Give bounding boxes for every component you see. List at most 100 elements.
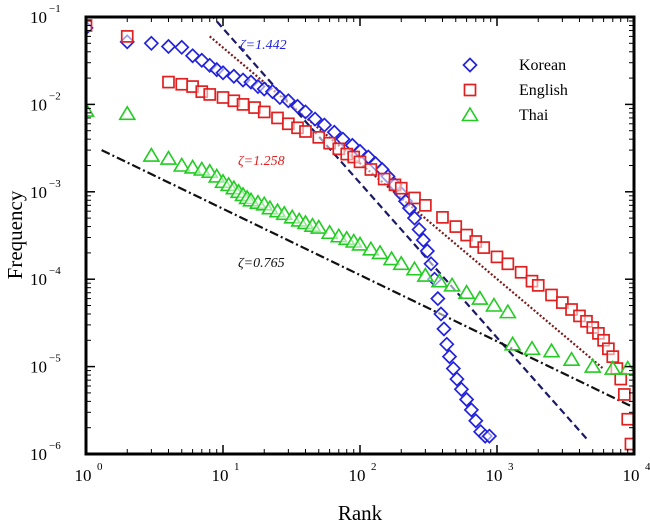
data-point-english [565,303,578,316]
legend-label-korean: Korean [519,57,566,74]
data-point-thai [498,303,517,319]
legend-marker-korean [462,57,478,73]
data-point-korean [307,111,323,127]
data-point-korean [401,200,418,216]
data-point-thai [443,276,461,292]
data-point-thai [416,267,435,282]
data-point-thai [405,260,424,276]
data-point-thai [503,335,522,351]
data-point-english [436,211,449,224]
data-point-english [120,30,134,43]
y-tick-label: 10 [30,183,47,202]
data-point-thai [430,272,449,288]
data-point-thai [583,358,602,373]
data-point-english [477,241,491,254]
data-point-english [394,181,408,195]
data-point-english [621,412,634,426]
legend-marker-english [463,83,477,97]
x-tick-label: 10 [75,466,92,485]
data-point-korean [160,38,177,55]
data-point-korean [436,321,452,337]
data-point-english [490,250,504,264]
data-point-thai [351,235,369,251]
data-point-korean [411,221,427,238]
data-point-english [514,265,528,279]
data-point-thai [523,340,541,356]
x-tick-exponent: 2 [371,461,377,473]
fit-line-annotations: ζ=1.442 ζ=1.258 ζ=0.765 [238,38,287,271]
x-tick-label: 10 [486,466,503,485]
data-point-thai [562,351,581,366]
data-point-english [364,163,378,176]
data-point-english [162,75,175,89]
data-point-english [556,296,569,309]
data-point-thai [392,255,411,271]
x-tick-label: 10 [349,466,366,485]
data-point-english [271,111,284,125]
data-point-thai [542,342,561,358]
data-point-korean [468,413,484,429]
data-point-thai [320,224,339,240]
data-point-korean [280,93,297,109]
data-point-english [545,288,558,302]
x-tick-exponent: 3 [508,461,514,473]
y-tick-label: 10 [30,95,47,114]
data-point-korean [419,243,436,259]
data-point-thai [470,290,489,305]
data-point-thai [603,359,622,375]
data-point-korean [174,39,190,56]
y-tick-exponent: −6 [49,440,61,452]
data-point-korean [430,290,446,307]
data-point-thai [172,156,191,172]
legend: Korean English Thai [461,57,568,124]
data-point-korean [143,35,160,52]
data-point-english [408,191,421,205]
y-tick-label: 10 [30,358,47,377]
data-point-english [299,125,312,138]
data-point-english [312,130,326,144]
data-point-thai [142,146,161,162]
data-point-korean [433,306,449,322]
data-point-korean [243,74,259,90]
x-axis-label: Rank [338,501,383,525]
series-thai [86,102,634,375]
data-point-english [460,228,473,242]
series-korean [86,20,498,444]
data-point-thai [118,105,137,121]
y-tick-exponent: −2 [49,90,61,102]
data-point-korean [449,371,465,387]
data-point-thai [183,158,202,174]
data-point-english [236,98,250,111]
data-point-english [449,220,463,233]
data-point-thai [371,244,389,260]
y-tick-exponent: −3 [49,178,61,190]
x-tick-label: 10 [212,466,229,485]
data-point-english [614,372,628,386]
data-point-english [353,155,367,169]
data-point-thai [382,250,401,266]
data-point-english [203,88,217,101]
data-point-english [377,172,391,186]
data-point-thai [159,150,178,165]
x-tick-label: 10 [623,466,640,485]
data-point-thai [309,218,328,234]
plot-marks [86,17,634,451]
y-tick-exponent: −4 [49,265,61,277]
data-point-korean [453,381,470,397]
legend-label-thai: Thai [519,107,549,124]
y-tick-label: 10 [30,270,47,289]
legend-marker-thai [461,106,479,122]
data-point-english [617,388,631,401]
fit-label-thai: ζ=0.765 [238,256,285,271]
y-axis-ticks: 10−610−510−410−310−210−1 [30,3,634,464]
data-point-english [624,437,634,451]
y-tick-exponent: −5 [49,353,61,365]
data-point-korean [458,391,475,408]
data-point-english [419,198,432,212]
data-point-korean [215,65,231,81]
data-point-korean [423,256,439,272]
data-point-korean [415,232,432,248]
data-point-korean [441,348,458,365]
data-point-thai [457,284,476,300]
